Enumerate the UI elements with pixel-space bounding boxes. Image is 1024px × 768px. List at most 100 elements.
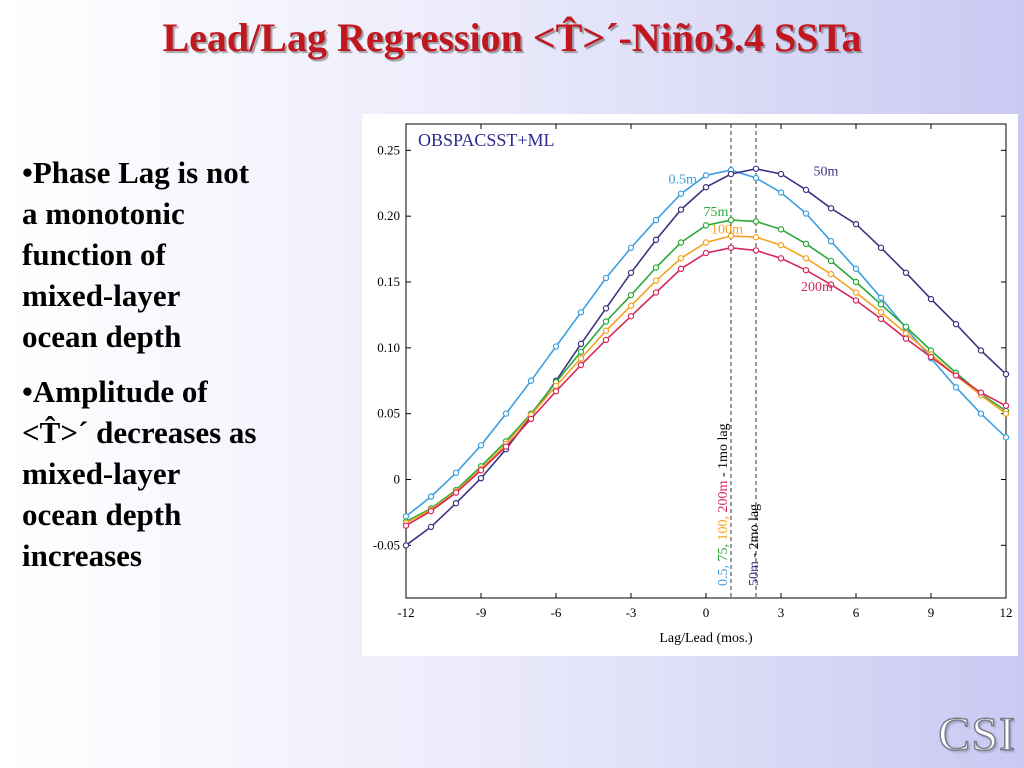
data-point-75m <box>752 218 760 225</box>
lag-annotation-part: 100, <box>716 513 731 541</box>
data-point-50m <box>777 170 785 178</box>
data-point-50m <box>652 236 660 244</box>
data-point-50m <box>427 523 435 531</box>
slide-title: Lead/Lag Regression <T̂>´-Niño3.4 SSTa <box>162 15 862 60</box>
data-point-100m <box>752 234 760 241</box>
data-point-200m <box>477 467 485 474</box>
chart-title: OBSPACSST+ML <box>418 130 555 150</box>
bullet-item: •Phase Lag is not a monotonic function o… <box>22 152 342 357</box>
series-line-100m <box>405 235 1007 524</box>
data-point-200m <box>702 249 710 257</box>
lag-annotation-2: 50m - 2mo lag <box>747 504 762 586</box>
bullet-item: •Amplitude of <T̂>´ decreases as mixed-l… <box>22 371 342 576</box>
data-point-75m <box>652 264 660 271</box>
csi-logo: CSI <box>938 707 1016 762</box>
data-point-75m <box>577 348 585 355</box>
data-point-75m <box>877 301 885 308</box>
plot-frame <box>405 123 1007 599</box>
bullet-text: Amplitude of <T̂>´ decreases as mixed-la… <box>22 374 257 573</box>
data-point-50m <box>752 165 760 172</box>
y-tick-label: 0.25 <box>377 142 400 157</box>
x-tick-label: 12 <box>1000 605 1013 620</box>
y-tick-label: -0.05 <box>373 537 400 552</box>
y-tick-label: 0.10 <box>377 340 400 355</box>
data-point-200m <box>502 443 510 450</box>
x-tick-label: -6 <box>551 605 562 620</box>
data-point-50m <box>602 305 610 312</box>
data-point-200m <box>827 281 835 288</box>
lag-annotation-part: 200m <box>716 481 731 513</box>
series-label-200m: 200m <box>801 280 833 295</box>
data-point-0.5m <box>577 309 585 316</box>
y-tick-label: 0.05 <box>377 406 400 421</box>
bullet-marker: • <box>22 374 33 409</box>
x-axis-label: Lag/Lead (mos.) <box>659 631 753 646</box>
bullet-list: •Phase Lag is not a monotonic function o… <box>22 152 342 590</box>
x-tick-label: 3 <box>778 605 785 620</box>
series-label-50m: 50m <box>814 164 839 179</box>
data-point-50m <box>727 170 735 178</box>
data-point-0.5m <box>427 493 435 500</box>
lag-annotation-part: 50m <box>747 561 762 586</box>
data-point-0.5m <box>477 442 485 449</box>
data-point-0.5m <box>802 210 810 217</box>
regression-chart: -12 -9 -6 -3 0 3 6 9 12 -0.05 0 0.05 0.10 0.15 0.20 0.2… <box>373 123 1013 646</box>
data-point-50m <box>627 269 635 276</box>
data-point-50m <box>1002 370 1010 378</box>
data-point-200m <box>627 313 635 320</box>
data-point-200m <box>677 265 685 273</box>
data-point-0.5m <box>652 216 660 224</box>
data-point-200m <box>1002 402 1010 409</box>
data-point-200m <box>902 335 910 342</box>
series-label-0.5m: 0.5m <box>669 172 698 187</box>
data-point-200m <box>652 289 660 296</box>
data-point-75m <box>677 239 685 246</box>
series-label-75m: 75m <box>704 205 729 220</box>
x-tick-label: -9 <box>476 605 487 620</box>
chart-panel: -12 -9 -6 -3 0 3 6 9 12 -0.05 0 0.05 0.10 0.15 0.20 0.2… <box>362 114 1018 656</box>
data-point-75m <box>777 226 785 233</box>
data-point-100m <box>552 382 560 390</box>
data-point-200m <box>727 244 735 251</box>
y-tick-label: 0 <box>394 472 401 487</box>
data-point-100m <box>677 255 685 262</box>
x-tick-label: 0 <box>703 605 710 620</box>
data-point-0.5m <box>677 190 685 197</box>
data-point-50m <box>802 186 810 194</box>
lag-annotation-part: 75, <box>716 541 731 562</box>
data-point-100m <box>702 239 710 246</box>
data-point-200m <box>802 266 810 274</box>
data-point-100m <box>827 270 835 278</box>
y-tick-label: 0.15 <box>377 274 400 289</box>
data-point-100m <box>902 330 910 337</box>
data-point-50m <box>477 474 485 482</box>
data-point-0.5m <box>452 469 460 477</box>
data-point-200m <box>602 336 610 344</box>
x-tick-label: 9 <box>928 605 935 620</box>
lag-annotation-part: 0.5, <box>716 562 731 587</box>
data-point-50m <box>852 220 860 228</box>
data-point-50m <box>977 347 985 354</box>
series-label-100m: 100m <box>711 222 743 237</box>
lag-annotation-part: - 2mo lag <box>747 504 762 561</box>
data-point-50m <box>702 183 710 191</box>
data-point-75m <box>802 240 810 248</box>
data-point-200m <box>852 297 860 304</box>
series-line-75m <box>405 219 1007 523</box>
data-point-0.5m <box>977 410 985 417</box>
lag-annotation-1: 0.5, 75, 100, 200m - 1mo lag <box>716 423 731 586</box>
bullet-marker: • <box>22 155 33 190</box>
data-point-200m <box>777 255 785 262</box>
data-point-50m <box>827 205 835 212</box>
data-point-50m <box>677 206 685 213</box>
data-point-200m <box>402 522 410 529</box>
data-point-50m <box>877 244 885 251</box>
data-point-75m <box>827 257 835 265</box>
data-point-200m <box>577 361 585 369</box>
data-point-100m <box>777 241 785 249</box>
data-point-200m <box>527 415 535 423</box>
data-point-0.5m <box>602 274 610 282</box>
data-point-50m <box>902 269 910 276</box>
data-point-75m <box>627 291 635 299</box>
data-point-200m <box>427 507 435 515</box>
